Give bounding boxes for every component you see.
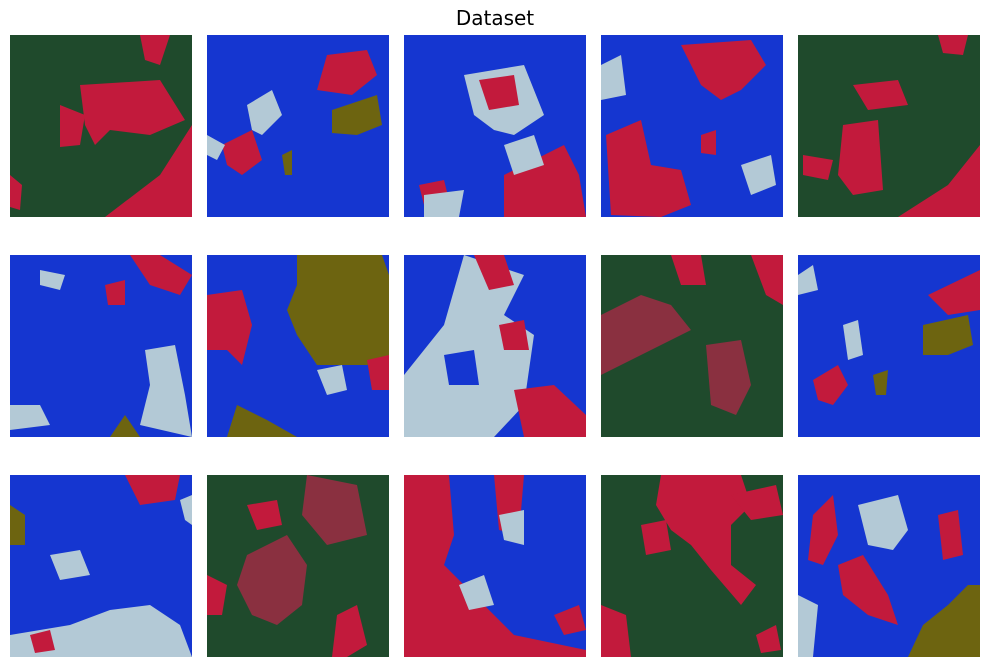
image-panel bbox=[601, 475, 783, 657]
image-panel bbox=[207, 475, 389, 657]
image-panel bbox=[10, 255, 192, 437]
image-panel bbox=[798, 35, 980, 217]
image-panel bbox=[404, 35, 586, 217]
image-panel bbox=[601, 35, 783, 217]
image-panel bbox=[798, 255, 980, 437]
image-panel bbox=[207, 255, 389, 437]
image-panel bbox=[404, 255, 586, 437]
image-panel bbox=[10, 475, 192, 657]
image-panel bbox=[207, 35, 389, 217]
image-panel bbox=[404, 475, 586, 657]
figure-title: Dataset bbox=[456, 6, 534, 30]
image-panel bbox=[601, 255, 783, 437]
image-panel bbox=[10, 35, 192, 217]
image-panel bbox=[798, 475, 980, 657]
